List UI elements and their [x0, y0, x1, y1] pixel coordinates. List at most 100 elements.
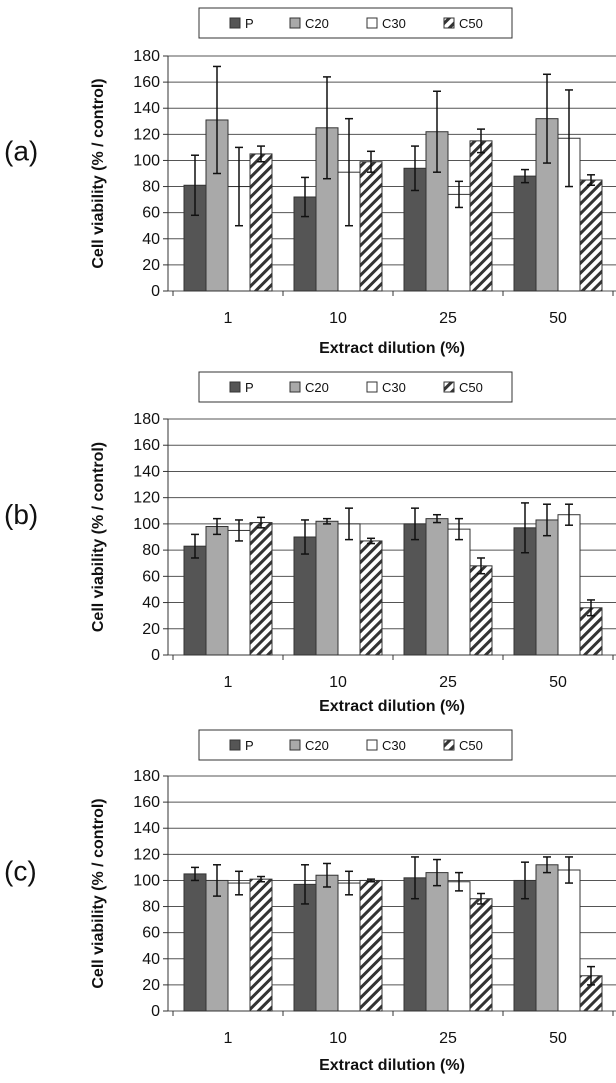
bar-c20	[535, 519, 559, 656]
legend-item-c20: C20	[289, 16, 329, 31]
x-tick-label: 10	[329, 674, 347, 691]
chart-panel-0: P C20 C30 C50 0 20 40 60 80 100 120 140 160 180 1 10 25 5…	[4, 7, 616, 357]
y-tick-label: 140	[133, 463, 160, 480]
bar-c20	[205, 526, 229, 656]
legend-swatch-p	[229, 381, 241, 393]
x-tick-label: 10	[329, 310, 347, 327]
legend-item-c20: C20	[289, 380, 329, 395]
chart-panel-1: P C20 C30 C50 0 20 40 60 80 100 120 140 160 180 1 10 25 5…	[4, 371, 616, 715]
bar-c50	[469, 565, 493, 656]
y-axis-title: Cell viability (% / control)	[90, 442, 107, 632]
legend-item-c30: C30	[366, 738, 406, 753]
legend-item-p: P	[229, 738, 254, 753]
y-tick-label: 120	[133, 846, 160, 863]
bar-p	[513, 175, 537, 292]
bar-c30	[227, 529, 251, 656]
legend-label-c20: C20	[305, 16, 329, 31]
y-tick-label: 100	[133, 152, 160, 169]
bar-c30	[447, 528, 471, 656]
bar-c30	[557, 869, 581, 1012]
x-tick-label: 25	[439, 1030, 457, 1047]
chart-panel-2: P C20 C30 C50 0 20 40 60 80 100 120 140 160 180 1 10 25 5…	[4, 729, 616, 1074]
bar-p	[513, 879, 537, 1012]
bar-c20	[205, 879, 229, 1012]
legend-label-c20: C20	[305, 380, 329, 395]
legend-swatch-c50	[443, 381, 455, 393]
bar-c30	[447, 881, 471, 1012]
x-tick-label: 50	[549, 1030, 567, 1047]
y-tick-label: 100	[133, 516, 160, 533]
y-tick-label: 180	[133, 411, 160, 428]
legend-item-c50: C50	[443, 16, 483, 31]
y-tick-label: 60	[142, 925, 160, 942]
bar-c50	[359, 540, 383, 656]
x-axis-title: Extract dilution (%)	[319, 1057, 465, 1074]
x-axis-title: Extract dilution (%)	[319, 698, 465, 715]
legend-item-c30: C30	[366, 380, 406, 395]
y-tick-label: 180	[133, 768, 160, 785]
legend-swatch-c30	[366, 381, 378, 393]
legend-swatch-c50	[443, 739, 455, 751]
x-tick-label: 50	[549, 310, 567, 327]
legend-item-c50: C50	[443, 380, 483, 395]
panel-label: (b)	[4, 499, 38, 530]
bar-c20	[315, 520, 339, 656]
bar-c50	[249, 522, 273, 656]
y-tick-label: 120	[133, 490, 160, 507]
legend-item-c20: C20	[289, 738, 329, 753]
bar-c30	[227, 882, 251, 1012]
legend-item-c30: C30	[366, 16, 406, 31]
bar-c20	[425, 872, 449, 1012]
legend-label-p: P	[245, 738, 254, 753]
x-tick-label: 25	[439, 310, 457, 327]
y-tick-label: 0	[151, 1003, 160, 1020]
legend-label-c30: C30	[382, 16, 406, 31]
panel-label: (c)	[4, 856, 37, 887]
x-axis-title: Extract dilution (%)	[319, 340, 465, 357]
bar-c30	[337, 882, 361, 1012]
bar-c20	[425, 518, 449, 656]
legend-label-p: P	[245, 380, 254, 395]
bar-c30	[557, 514, 581, 656]
y-tick-label: 20	[142, 621, 160, 638]
bar-c50	[359, 161, 383, 292]
legend-swatch-c20	[289, 739, 301, 751]
bar-p	[183, 873, 207, 1012]
bar-c50	[249, 153, 273, 292]
legend-box	[198, 7, 513, 39]
legend-item-p: P	[229, 16, 254, 31]
y-tick-label: 100	[133, 872, 160, 889]
legend-swatch-c50	[443, 17, 455, 29]
legend-swatch-c20	[289, 381, 301, 393]
y-tick-label: 40	[142, 231, 160, 248]
bar-c30	[337, 523, 361, 656]
bar-c50	[469, 898, 493, 1012]
x-tick-label: 10	[329, 1030, 347, 1047]
legend: P C20 C30 C50	[198, 729, 513, 761]
legend-box	[198, 371, 513, 403]
y-tick-label: 80	[142, 179, 160, 196]
y-tick-label: 40	[142, 951, 160, 968]
bar-c50	[249, 878, 273, 1012]
y-tick-label: 120	[133, 126, 160, 143]
x-tick-label: 1	[224, 310, 233, 327]
y-tick-label: 0	[151, 283, 160, 300]
y-tick-label: 20	[142, 257, 160, 274]
bar-p	[183, 545, 207, 656]
legend-label-c50: C50	[459, 380, 483, 395]
x-tick-label: 1	[224, 674, 233, 691]
y-tick-label: 140	[133, 820, 160, 837]
legend-swatch-c30	[366, 17, 378, 29]
x-tick-label: 25	[439, 674, 457, 691]
y-tick-label: 60	[142, 568, 160, 585]
y-tick-label: 0	[151, 647, 160, 664]
legend-box	[198, 729, 513, 761]
bar-p	[403, 523, 427, 656]
y-tick-label: 60	[142, 205, 160, 222]
bar-c50	[469, 140, 493, 292]
y-tick-label: 160	[133, 437, 160, 454]
y-tick-label: 80	[142, 899, 160, 916]
y-tick-label: 160	[133, 794, 160, 811]
y-tick-label: 40	[142, 595, 160, 612]
legend-swatch-c20	[289, 17, 301, 29]
